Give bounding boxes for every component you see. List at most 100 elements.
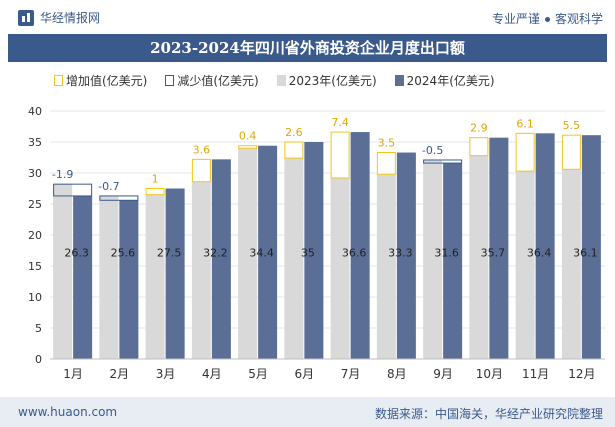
- bar-2023: [515, 171, 535, 359]
- change-label: 7.4: [331, 116, 349, 129]
- bar-2023: [376, 174, 396, 359]
- x-tick-label: 1月: [63, 367, 83, 381]
- bar-2024: [119, 200, 139, 359]
- legend-item-2023: 2023年(亿美元): [276, 72, 377, 89]
- tagline-dot-icon: [544, 17, 550, 22]
- x-tick-label: 7月: [341, 367, 361, 381]
- increase-box: [191, 158, 211, 183]
- y-tick-label: 10: [28, 291, 42, 304]
- change-label: -0.7: [98, 180, 119, 193]
- decrease-box: [53, 183, 93, 197]
- tagline: 专业严谨 客观科学: [492, 10, 603, 27]
- footer-url-link[interactable]: www.huaon.com: [18, 405, 118, 419]
- legend-swatch-2024: [394, 75, 404, 86]
- value-label: 36.6: [342, 247, 367, 260]
- bar-2024: [258, 145, 278, 359]
- value-label: 35.7: [481, 247, 506, 260]
- change-label: -1.9: [52, 168, 73, 181]
- brand-logo-icon: [18, 9, 34, 26]
- x-tick-label: 11月: [522, 367, 549, 381]
- increase-box: [469, 137, 489, 157]
- x-tick-label: 3月: [156, 367, 176, 381]
- x-tick-label: 5月: [248, 367, 268, 381]
- bar-2024: [350, 132, 370, 359]
- increase-box: [561, 134, 581, 170]
- value-label: 31.6: [434, 247, 459, 260]
- bar-2024: [304, 142, 324, 359]
- change-label: 5.5: [563, 119, 581, 132]
- legend-item-2024: 2024年(亿美元): [394, 72, 495, 89]
- change-label: -0.5: [422, 144, 443, 157]
- bar-2024: [489, 137, 509, 359]
- value-label: 27.5: [157, 247, 182, 260]
- bar-2023: [423, 159, 443, 359]
- increase-box: [376, 152, 396, 175]
- legend-label-2023: 2023年(亿美元): [288, 74, 377, 88]
- x-tick-label: 12月: [568, 367, 595, 381]
- increase-box: [238, 145, 258, 149]
- value-label: 33.3: [388, 247, 413, 260]
- value-label: 35: [301, 247, 315, 260]
- increase-box: [145, 188, 165, 196]
- y-tick-label: 30: [28, 167, 42, 180]
- increase-box: [284, 141, 304, 159]
- footer-source: 数据来源：中国海关，华经产业研究院整理: [374, 407, 603, 421]
- x-tick-label: 2月: [110, 367, 130, 381]
- y-tick-label: 40: [28, 105, 42, 118]
- bar-2023: [469, 155, 489, 359]
- bar-2024: [211, 159, 231, 359]
- footer-bar: www.huaon.com 数据来源：中国海关，华经产业研究院整理: [0, 397, 615, 427]
- bar-2023: [330, 177, 350, 359]
- change-label: 0.4: [239, 130, 257, 143]
- x-tick-label: 6月: [295, 367, 315, 381]
- brand-logo[interactable]: 华经情报网: [18, 9, 100, 26]
- change-label: 3.6: [193, 143, 211, 156]
- change-label: 6.1: [516, 117, 534, 130]
- bar-2024: [73, 195, 93, 359]
- header-bar: 华经情报网 专业严谨 客观科学: [0, 0, 615, 34]
- bar-2023: [191, 181, 211, 359]
- change-label: 2.9: [470, 122, 488, 135]
- increase-box: [330, 131, 350, 179]
- value-label: 36.1: [573, 247, 598, 260]
- bar-2023: [99, 195, 119, 359]
- legend-label-2024: 2024年(亿美元): [406, 74, 495, 88]
- bar-2023: [145, 194, 165, 359]
- bar-chart: 0 5 10 15 20 25 30 35 40 -1.9 26.3 1月 -0.7 25.6 2月 1 27.…: [28, 105, 605, 381]
- legend-swatch-increase: [54, 75, 63, 86]
- y-tick-label: 35: [28, 136, 42, 149]
- increase-box: [515, 132, 535, 172]
- legend-label-increase: 增加值(亿美元): [66, 74, 148, 88]
- bar-2023: [238, 148, 258, 359]
- value-label: 36.4: [527, 247, 552, 260]
- y-tick-label: 5: [35, 322, 42, 335]
- y-tick-label: 0: [35, 353, 42, 366]
- bar-2023: [53, 184, 73, 359]
- bar-2024: [535, 133, 555, 359]
- bar-2024: [443, 163, 463, 359]
- x-tick-label: 10月: [476, 367, 503, 381]
- legend-swatch-2023: [276, 75, 286, 86]
- tagline-left: 专业严谨: [491, 12, 540, 26]
- decrease-box: [99, 195, 139, 201]
- legend-swatch-decrease: [165, 75, 175, 86]
- value-label: 32.2: [203, 247, 228, 260]
- y-tick-label: 25: [28, 198, 42, 211]
- x-tick-label: 4月: [202, 367, 222, 381]
- legend-item-increase: 增加值(亿美元): [54, 72, 147, 89]
- bar-2023: [561, 169, 581, 359]
- value-label: 26.3: [64, 247, 89, 260]
- value-label: 34.4: [249, 247, 274, 260]
- chart-title: 2023-2024年四川省外商投资企业月度出口额: [8, 34, 607, 62]
- y-tick-label: 15: [28, 260, 42, 273]
- x-tick-label: 8月: [387, 367, 407, 381]
- bar-2024: [581, 135, 601, 359]
- change-label: 3.5: [378, 137, 396, 150]
- brand-name: 华经情报网: [40, 11, 101, 25]
- decrease-box: [423, 159, 463, 164]
- legend-item-decrease: 减少值(亿美元): [165, 72, 259, 89]
- bar-2024: [396, 152, 416, 359]
- bar-2024: [165, 188, 185, 359]
- y-tick-label: 20: [28, 229, 42, 242]
- bar-2023: [284, 158, 304, 359]
